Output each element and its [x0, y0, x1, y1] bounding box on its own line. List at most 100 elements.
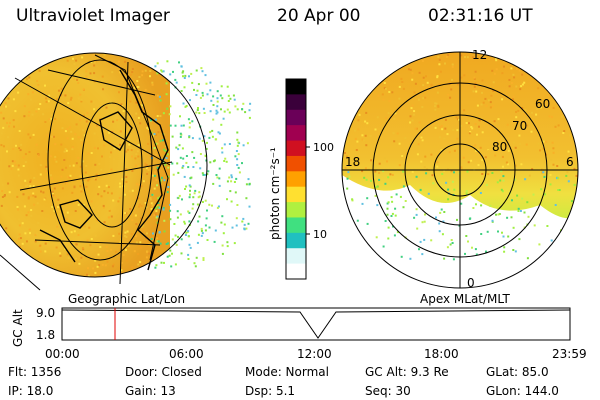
pixel-speckle [87, 152, 90, 155]
pixel-speckle [55, 246, 58, 249]
pixel-speckle [436, 75, 439, 78]
pixel-speckle [79, 93, 82, 96]
pixel-speckle [71, 148, 74, 151]
pixel-speckle [56, 184, 59, 187]
pixel-speckle [374, 170, 377, 173]
pixel-speckle [571, 200, 573, 203]
pixel-speckle [81, 56, 84, 59]
pixel-speckle [96, 219, 99, 222]
pixel-speckle [219, 94, 222, 97]
pixel-speckle [520, 163, 523, 166]
pixel-speckle [188, 184, 191, 187]
pixel-speckle [434, 105, 436, 108]
pixel-speckle [79, 165, 82, 168]
pixel-speckle [548, 115, 551, 118]
pixel-speckle [80, 100, 83, 103]
apex-label: Apex MLat/MLT [420, 292, 510, 306]
pixel-speckle [107, 191, 109, 194]
pixel-speckle [106, 260, 109, 263]
pixel-speckle [180, 124, 183, 127]
pixel-speckle [563, 130, 566, 133]
pixel-speckle [489, 106, 492, 109]
altitude-xtick-1200: 12:00 [297, 347, 332, 361]
pixel-speckle [486, 230, 489, 233]
pixel-speckle [391, 173, 394, 176]
pixel-speckle [11, 164, 14, 167]
pixel-speckle [203, 135, 206, 138]
pixel-speckle [422, 97, 425, 100]
pixel-speckle [110, 215, 113, 218]
pixel-speckle [175, 146, 178, 149]
colorbar-strip [286, 79, 306, 95]
pixel-speckle [480, 204, 483, 207]
pixel-speckle [160, 179, 162, 182]
pixel-speckle [506, 123, 509, 126]
pixel-speckle [472, 90, 475, 93]
pixel-speckle [481, 173, 484, 175]
pixel-speckle [34, 195, 37, 198]
pixel-speckle [75, 257, 77, 260]
pixel-speckle [58, 252, 61, 255]
pixel-speckle [8, 165, 11, 168]
pixel-speckle [180, 252, 183, 255]
pixel-speckle [76, 78, 79, 81]
pixel-speckle [156, 240, 159, 243]
colorbar-strip [286, 109, 306, 126]
pixel-speckle [402, 170, 405, 173]
pixel-speckle [515, 85, 518, 88]
pixel-speckle [17, 91, 20, 94]
pixel-speckle [421, 139, 424, 142]
pixel-speckle [513, 107, 516, 110]
pixel-speckle [102, 88, 104, 91]
pixel-speckle [424, 155, 427, 158]
pixel-speckle [87, 179, 89, 182]
pixel-speckle [376, 151, 379, 154]
pixel-speckle [463, 74, 466, 77]
pixel-speckle [146, 172, 149, 175]
pixel-speckle [125, 175, 128, 178]
pixel-speckle [122, 254, 125, 257]
pixel-speckle [125, 212, 128, 215]
pixel-speckle [34, 240, 37, 243]
pixel-speckle [500, 188, 503, 191]
pixel-speckle [1, 196, 4, 198]
pixel-speckle [102, 204, 105, 207]
pixel-speckle [18, 233, 21, 236]
pixel-speckle [58, 89, 60, 92]
pixel-speckle [56, 98, 59, 101]
pixel-speckle [152, 244, 155, 247]
pixel-speckle [453, 188, 456, 191]
pixel-speckle [209, 161, 212, 164]
pixel-speckle [434, 102, 437, 105]
pixel-speckle [460, 76, 463, 79]
pixel-speckle [223, 143, 226, 146]
pixel-speckle [485, 183, 488, 186]
pixel-speckle [365, 144, 368, 147]
pixel-speckle [443, 211, 446, 213]
pixel-speckle [140, 225, 143, 228]
pixel-speckle [166, 153, 169, 156]
pixel-speckle [501, 98, 504, 101]
pixel-speckle [57, 206, 59, 209]
pixel-speckle [538, 243, 541, 246]
pixel-speckle [446, 246, 449, 249]
pixel-speckle [395, 193, 398, 196]
pixel-speckle [44, 121, 47, 123]
pixel-speckle [133, 87, 135, 90]
pixel-speckle [187, 235, 190, 238]
pixel-speckle [137, 155, 140, 158]
pixel-speckle [362, 139, 365, 142]
pixel-speckle [451, 65, 454, 68]
pixel-speckle [450, 170, 453, 173]
pixel-speckle [206, 239, 209, 241]
pixel-speckle [44, 242, 47, 245]
info-mode: Mode: Normal [245, 365, 329, 379]
pixel-speckle [139, 241, 142, 244]
pixel-speckle [507, 163, 509, 166]
pixel-speckle [125, 168, 128, 171]
pixel-speckle [37, 153, 40, 156]
pixel-speckle [199, 153, 202, 155]
geographic-image [0, 52, 252, 291]
pixel-speckle [547, 93, 550, 96]
pixel-speckle [140, 217, 143, 220]
